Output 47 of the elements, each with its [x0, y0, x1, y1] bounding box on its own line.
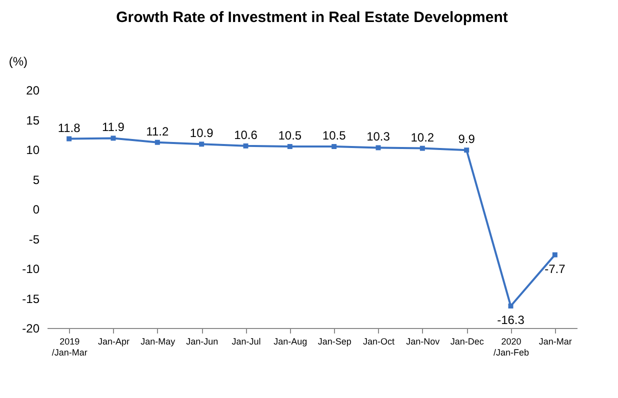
- point: [243, 143, 248, 148]
- y-tick-label: -5: [28, 232, 40, 246]
- data-label: 10.9: [190, 126, 214, 140]
- x-tick-label: 2020 /Jan-Feb: [493, 336, 530, 358]
- data-label: 10.5: [278, 128, 302, 143]
- x-tick-label: Jan-Jul: [232, 336, 261, 346]
- x-tick-label: Jan-Jun: [186, 336, 218, 346]
- point: [376, 145, 381, 150]
- y-tick-label: 0: [32, 202, 40, 216]
- point: [110, 136, 116, 141]
- point: [332, 144, 337, 150]
- data-label: -7.7: [544, 262, 566, 276]
- x-tick-label: Jan-Dec: [450, 336, 484, 346]
- y-tick-label: 15: [26, 113, 40, 128]
- x-tick-label: Jan-Aug: [274, 336, 308, 346]
- data-label: 10.3: [366, 130, 390, 144]
- data-label: 11.9: [102, 120, 125, 134]
- y-tick-label: -20: [22, 322, 40, 336]
- y-tick-label: 5: [32, 172, 40, 187]
- point: [508, 303, 514, 308]
- y-tick-label: -10: [22, 262, 40, 276]
- x-tick-label: Jan-Mar: [538, 336, 572, 346]
- y-tick-label: 20: [26, 84, 40, 98]
- data-label: 10.5: [322, 128, 346, 143]
- y-axis-title: (%): [8, 54, 28, 68]
- x-tick-label: 2019 /Jan-Mar: [52, 336, 88, 358]
- data-label: 9.9: [458, 132, 476, 146]
- x-tick-label: Jan-Sep: [318, 336, 352, 346]
- x-tick-label: Jan-Oct: [362, 336, 395, 346]
- data-label: 11.2: [146, 124, 169, 138]
- y-tick-label: -15: [22, 292, 40, 306]
- x-tick-label: Jan-May: [140, 336, 176, 346]
- point: [552, 252, 558, 258]
- x-tick-label: Jan-Nov: [406, 336, 440, 346]
- y-tick-label: 10: [26, 143, 40, 157]
- point: [66, 136, 72, 142]
- point: [464, 148, 470, 153]
- data-label: 10.2: [410, 130, 434, 144]
- data-label: 11.8: [58, 120, 81, 135]
- data-label: 10.6: [234, 128, 258, 142]
- chart-title: Growth Rate of Investment in Real Estate Development: [116, 9, 508, 26]
- point: [154, 140, 160, 145]
- point: [199, 142, 204, 147]
- data-label: -16.3: [497, 312, 525, 327]
- point: [287, 144, 292, 150]
- point: [420, 146, 425, 151]
- x-tick-label: Jan-Apr: [98, 336, 130, 346]
